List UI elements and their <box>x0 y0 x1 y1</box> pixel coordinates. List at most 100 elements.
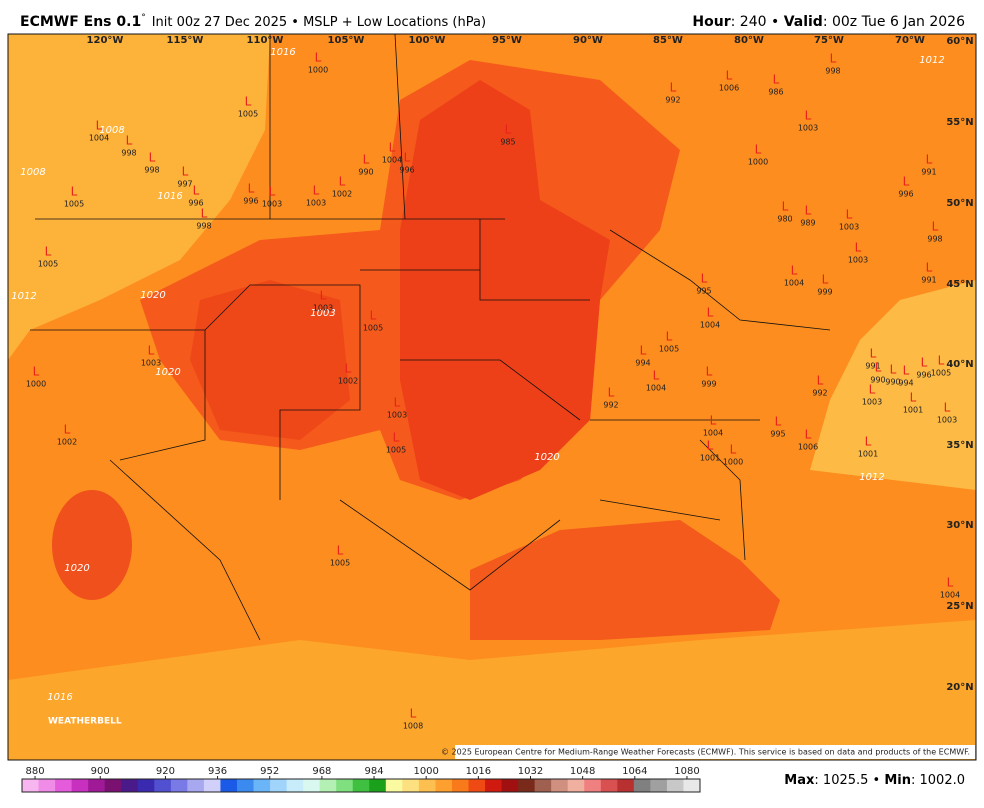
low-symbol: L <box>846 208 853 222</box>
colorbar-swatch <box>518 779 536 792</box>
lat-label: 45°N <box>946 279 973 290</box>
low-pressure: 995 <box>770 430 785 439</box>
contour-label: 1020 <box>64 563 89 574</box>
colorbar-swatch <box>369 779 387 792</box>
colorbar-swatch <box>55 779 73 792</box>
lat-label: 60°N <box>946 36 973 47</box>
low-pressure: 1004 <box>382 156 402 165</box>
low-symbol: L <box>775 415 782 429</box>
low-pressure: 1001 <box>700 454 720 463</box>
low-pressure: 998 <box>144 166 159 175</box>
contour-label: 1020 <box>140 290 165 301</box>
low-pressure: 1005 <box>931 369 951 378</box>
low-symbol: L <box>315 51 322 65</box>
low-pressure: 995 <box>696 287 711 296</box>
low-pressure: 1005 <box>64 200 84 209</box>
colorbar-swatch <box>584 779 602 792</box>
low-symbol: L <box>33 365 40 379</box>
colorbar-tick-label: 968 <box>312 766 331 777</box>
colorbar-swatch <box>534 779 552 792</box>
low-pressure: 1004 <box>784 279 804 288</box>
low-pressure: 1003 <box>937 416 957 425</box>
low-symbol: L <box>903 364 910 378</box>
low-pressure: 998 <box>196 222 211 231</box>
low-symbol: L <box>71 185 78 199</box>
colorbar-frame <box>21 778 701 793</box>
colorbar-tick-label: 952 <box>260 766 279 777</box>
low-pressure: 986 <box>768 88 783 97</box>
lat-label: 50°N <box>946 198 973 209</box>
contour-label: 1012 <box>859 472 884 483</box>
valid-label: Valid <box>784 14 823 30</box>
low-pressure: 1004 <box>700 321 720 330</box>
colorbar-swatch <box>485 779 503 792</box>
low-pressure: 1003 <box>387 411 407 420</box>
low-pressure: 994 <box>635 359 650 368</box>
copyright-bg <box>455 745 975 759</box>
colorbar-swatch <box>501 779 519 792</box>
low-pressure: 991 <box>865 362 880 371</box>
contour-label: 1016 <box>157 191 182 202</box>
lon-label: 90°W <box>573 35 603 46</box>
low-symbol: L <box>830 52 837 66</box>
colorbar-swatch <box>154 779 172 792</box>
low-pressure: 992 <box>603 401 618 410</box>
low-symbol: L <box>726 69 733 83</box>
colorbar-swatch <box>683 779 701 792</box>
low-symbol: L <box>45 245 52 259</box>
colorbar-swatch <box>418 779 436 792</box>
contour-label: 1016 <box>270 47 295 58</box>
lon-label: 120°W <box>87 35 124 46</box>
low-pressure: 1003 <box>848 256 868 265</box>
max-text: : 1025.5 • <box>814 773 884 788</box>
low-symbol: L <box>947 576 954 590</box>
colorbar-swatch <box>104 779 122 792</box>
contour-label: 1016 <box>47 692 72 703</box>
colorbar-tick-label: 880 <box>25 766 44 777</box>
low-pressure: 997 <box>177 180 192 189</box>
lon-label: 75°W <box>814 35 844 46</box>
colorbar-swatch <box>236 779 255 792</box>
low-symbol: L <box>890 363 897 377</box>
low-pressure: 1004 <box>89 134 109 143</box>
low-pressure: 1003 <box>798 124 818 133</box>
light-region <box>8 34 270 360</box>
low-symbol: L <box>782 200 789 214</box>
lat-label: 25°N <box>946 601 973 612</box>
colorbar-swatch <box>600 779 618 792</box>
colorbar-tick-label: 984 <box>364 766 383 777</box>
low-symbol: L <box>126 134 133 148</box>
low-symbol: L <box>394 396 401 410</box>
low-pressure: 1000 <box>723 458 743 467</box>
low-pressure: 1002 <box>57 438 77 447</box>
low-pressure: 999 <box>817 288 832 297</box>
low-symbol: L <box>193 184 200 198</box>
pacific-high <box>52 490 132 600</box>
low-symbol: L <box>149 151 156 165</box>
low-pressure: 996 <box>399 166 414 175</box>
subtitle: Init 00z 27 Dec 2025 • MSLP + Low Locati… <box>152 15 486 30</box>
low-symbol: L <box>822 273 829 287</box>
low-pressure: 1000 <box>308 66 328 75</box>
low-symbol: L <box>730 443 737 457</box>
low-pressure: 996 <box>916 371 931 380</box>
colorbar-swatch <box>137 779 155 792</box>
colorbar-swatch <box>551 779 569 792</box>
colorbar-swatch <box>303 779 321 792</box>
low-symbol: L <box>653 369 660 383</box>
copyright: © 2025 European Centre for Medium-Range … <box>441 748 970 757</box>
low-symbol: L <box>817 374 824 388</box>
colorbar-tick-label: 1000 <box>413 766 438 777</box>
low-symbol: L <box>64 423 71 437</box>
degree: ° <box>141 13 146 23</box>
low-symbol: L <box>707 306 714 320</box>
light-region <box>8 620 976 760</box>
colorbar-swatch <box>650 779 668 792</box>
low-symbol: L <box>404 151 411 165</box>
colorbar-tick-label: 936 <box>208 766 227 777</box>
low-pressure: 1006 <box>798 443 818 452</box>
colorbar-swatch <box>22 779 40 792</box>
low-symbol: L <box>773 73 780 87</box>
low-symbol: L <box>701 272 708 286</box>
